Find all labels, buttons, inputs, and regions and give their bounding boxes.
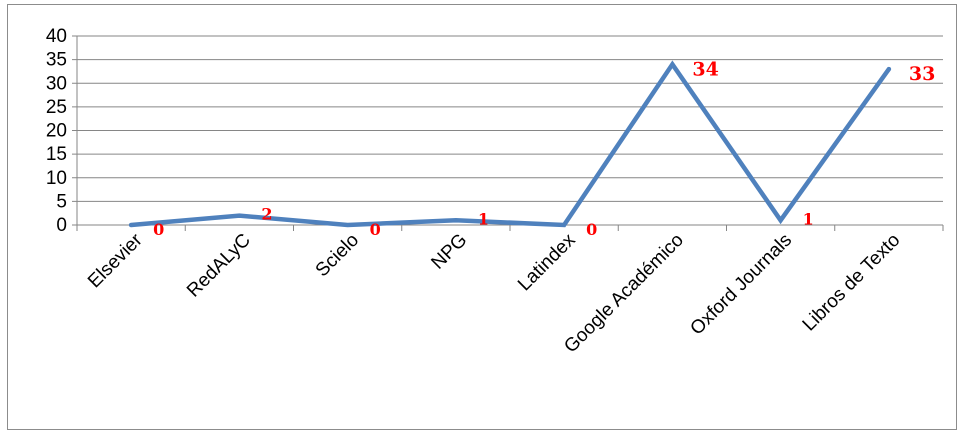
data-label-7: 33: [909, 63, 935, 85]
data-point-0: [129, 223, 134, 227]
data-label-2: 0: [370, 220, 381, 239]
data-label-4: 0: [586, 220, 597, 239]
data-label-6: 1: [803, 209, 814, 228]
y-tick-label-10: 10: [46, 168, 67, 189]
y-tick-label-0: 0: [56, 215, 67, 236]
gridlines: [77, 35, 943, 202]
y-tick-label-25: 25: [46, 97, 67, 118]
axes: [72, 35, 944, 231]
data-point-5: [670, 62, 675, 67]
y-tick-label-30: 30: [46, 73, 67, 94]
data-point-4: [562, 223, 567, 227]
data-point-1: [237, 213, 242, 218]
y-tick-label-5: 5: [56, 191, 67, 212]
data-label-3: 1: [478, 209, 489, 228]
chart-border: [7, 4, 957, 430]
y-tick-label-20: 20: [46, 121, 67, 142]
series-line-0: [128, 60, 892, 228]
data-label-0: 0: [153, 220, 164, 239]
data-label-1: 2: [261, 205, 272, 224]
data-point-2: [345, 223, 350, 227]
y-tick-label-15: 15: [46, 144, 67, 165]
data-label-5: 34: [692, 58, 718, 80]
data-point-3: [453, 218, 458, 223]
series: [128, 60, 892, 228]
y-tick-label-35: 35: [46, 50, 67, 71]
y-tick-label-40: 40: [46, 26, 67, 47]
data-labels: 0 2 0 1 0 34 1 33: [153, 58, 935, 239]
data-point-6: [778, 218, 783, 223]
data-point-7: [886, 67, 891, 72]
